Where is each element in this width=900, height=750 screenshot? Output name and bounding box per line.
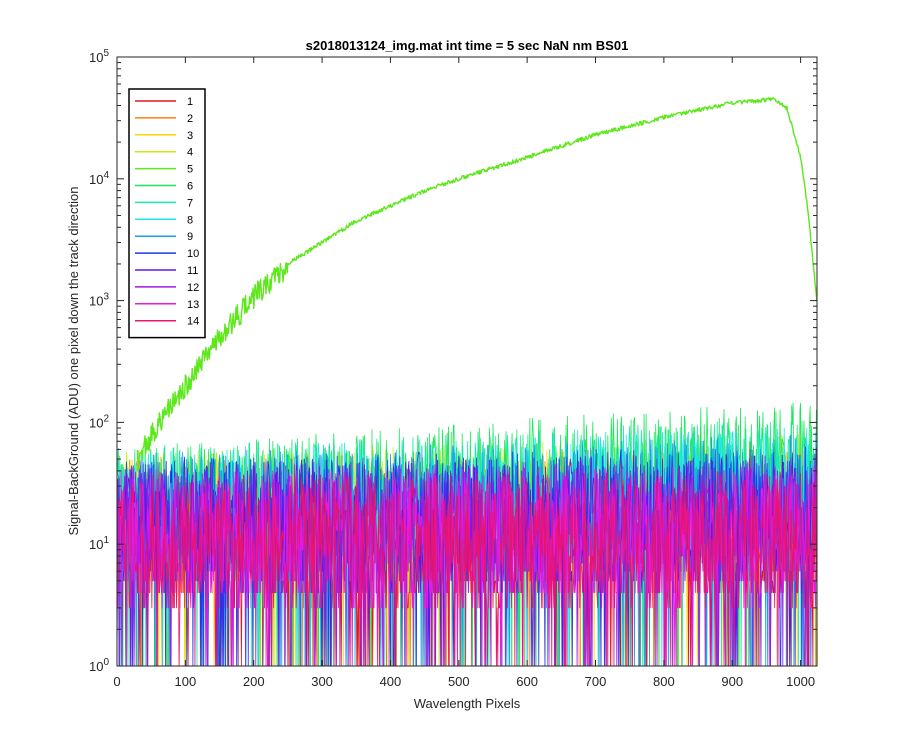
y-tick-base: 10 <box>89 50 103 65</box>
legend-label: 13 <box>187 299 199 311</box>
x-tick-label: 700 <box>585 674 607 689</box>
y-axis-title: Signal-BackGround (ADU) one pixel down t… <box>66 186 81 535</box>
axes-box <box>116 56 818 667</box>
y-tick-label: 103 <box>89 292 109 309</box>
legend-box <box>128 88 206 339</box>
y-tick-base: 10 <box>89 294 103 309</box>
x-tick-label: 100 <box>175 674 197 689</box>
x-tick-label: 300 <box>311 674 333 689</box>
legend-label: 10 <box>187 248 199 260</box>
series-line-14 <box>116 470 818 667</box>
y-tick-exponent: 3 <box>103 292 109 303</box>
legend-label: 5 <box>187 164 193 176</box>
x-tick-label: 800 <box>653 674 675 689</box>
legend-label: 8 <box>187 214 193 226</box>
legend-label: 2 <box>187 113 193 125</box>
series-line-5 <box>136 97 818 472</box>
y-tick-base: 10 <box>89 172 103 187</box>
legend-label: 14 <box>187 316 199 328</box>
legend-label: 3 <box>187 130 193 142</box>
legend-label: 9 <box>187 231 193 243</box>
legend-label: 11 <box>187 265 198 277</box>
series-layer <box>116 97 818 667</box>
y-tick-base: 10 <box>89 537 103 552</box>
x-tick-label: 200 <box>243 674 265 689</box>
y-tick-label: 104 <box>89 170 109 187</box>
x-tick-label: 500 <box>448 674 470 689</box>
y-tick-label: 100 <box>89 657 109 674</box>
legend-label: 4 <box>187 147 193 159</box>
y-tick-exponent: 5 <box>103 48 109 59</box>
legend-label: 12 <box>187 282 199 294</box>
x-tick-label: 600 <box>516 674 538 689</box>
y-tick-exponent: 0 <box>103 657 109 668</box>
y-tick-label: 101 <box>89 535 109 552</box>
legend-label: 1 <box>187 96 193 108</box>
legend-label: 7 <box>187 197 193 209</box>
x-tick-label: 900 <box>721 674 743 689</box>
x-axis-title: Wavelength Pixels <box>414 696 521 711</box>
x-tick-label: 1000 <box>786 674 815 689</box>
y-tick-exponent: 2 <box>103 413 109 424</box>
y-tick-base: 10 <box>89 659 103 674</box>
y-tick-label: 102 <box>89 413 109 430</box>
legend-label: 6 <box>187 181 193 193</box>
y-tick-base: 10 <box>89 415 103 430</box>
chart-title: s2018013124_img.mat int time = 5 sec NaN… <box>306 38 629 53</box>
y-tick-label: 105 <box>89 48 109 65</box>
x-axis: 0 100 200 300 400 500 600 700 800 900 1000 <box>113 57 815 689</box>
x-tick-label: 400 <box>380 674 402 689</box>
y-tick-exponent: 4 <box>103 170 109 181</box>
y-tick-exponent: 1 <box>103 535 109 546</box>
x-tick-label: 0 <box>113 674 120 689</box>
